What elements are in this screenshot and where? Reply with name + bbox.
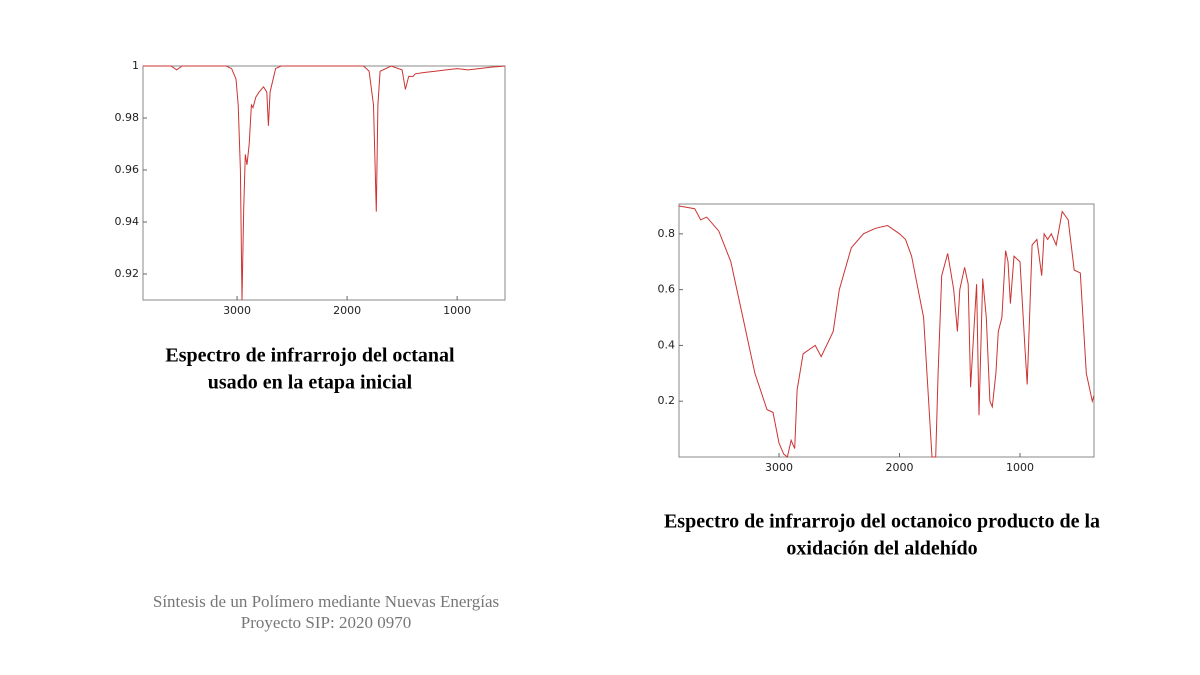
y-tick-label: 0.98	[115, 111, 140, 124]
caption: Espectro de infrarrojo del octanoico pro…	[664, 511, 1100, 533]
y-tick-label: 0.96	[115, 163, 140, 176]
x-tick-label: 1000	[443, 304, 471, 317]
y-tick-label: 0.92	[115, 267, 140, 280]
caption: usado en la etapa inicial	[208, 372, 413, 394]
caption: oxidación del aldehído	[786, 538, 977, 560]
x-tick-label: 3000	[223, 304, 251, 317]
x-tick-label: 2000	[333, 304, 361, 317]
x-tick-label: 1000	[1006, 461, 1034, 474]
footer-text: Síntesis de un Polímero mediante Nuevas …	[153, 592, 499, 611]
y-tick-label: 0.8	[658, 227, 676, 240]
plot-frame	[678, 203, 1095, 458]
y-tick-label: 0.4	[658, 338, 676, 351]
y-tick-label: 0.94	[115, 215, 140, 228]
y-tick-label: 0.6	[658, 283, 676, 296]
x-tick-label: 2000	[886, 461, 914, 474]
footer-text: Proyecto SIP: 2020 0970	[241, 613, 411, 632]
x-tick-label: 3000	[765, 461, 793, 474]
spectrum-line	[143, 65, 506, 301]
spectrum-line	[678, 205, 1095, 458]
y-tick-label: 1	[132, 59, 139, 72]
y-tick-label: 0.2	[658, 394, 676, 407]
caption: Espectro de infrarrojo del octanal	[165, 345, 455, 367]
plot-frame	[142, 65, 506, 301]
